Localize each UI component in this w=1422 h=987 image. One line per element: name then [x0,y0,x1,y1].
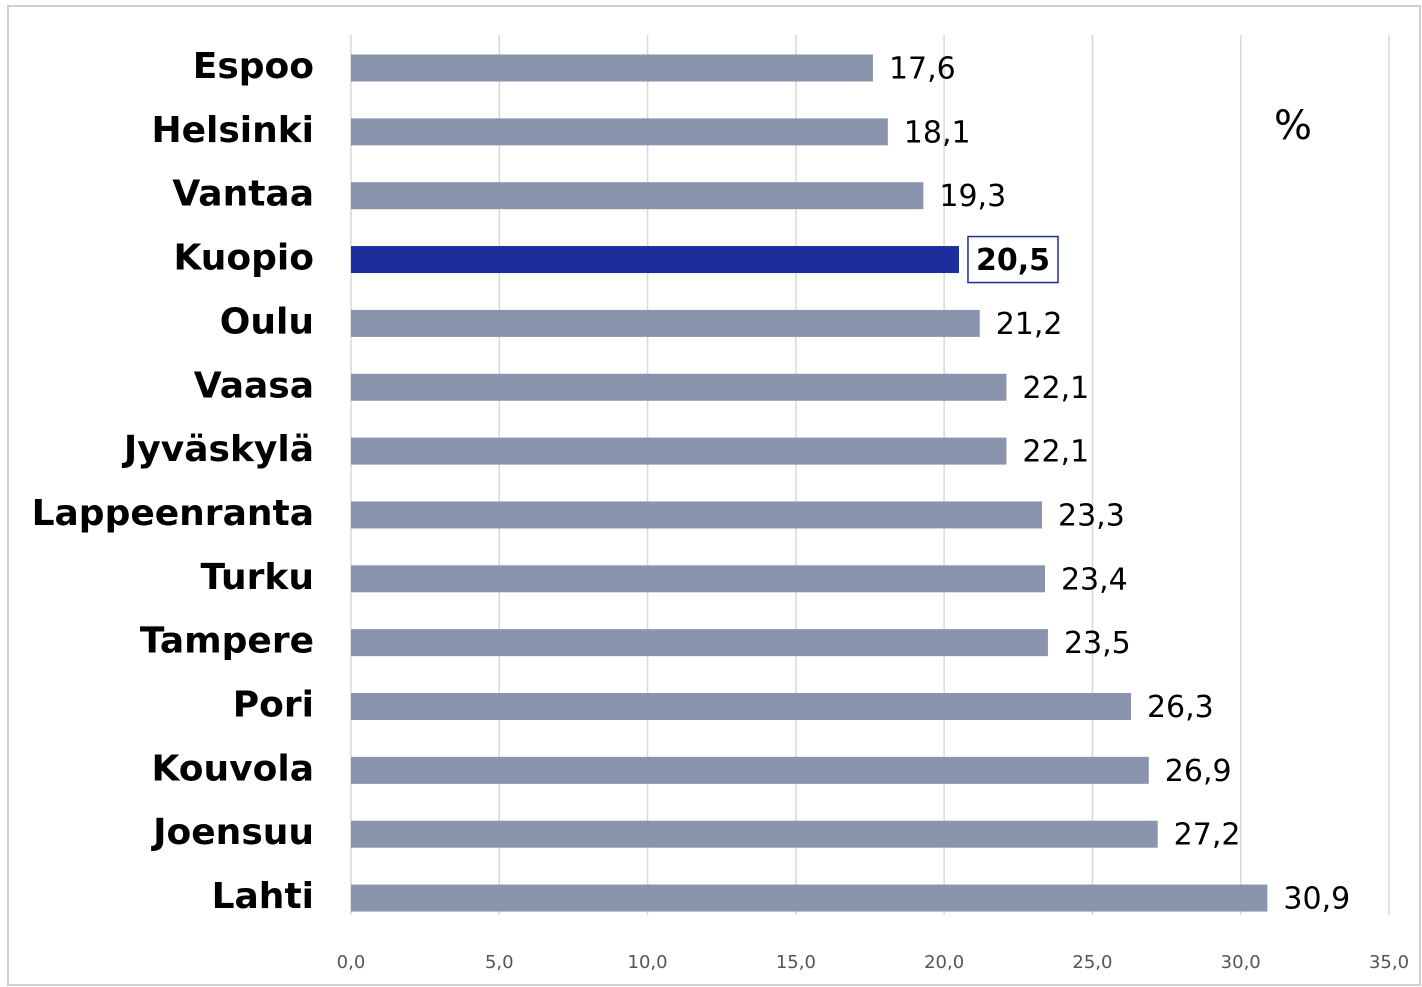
value-label: 23,5 [1064,626,1131,661]
bar [351,884,1268,912]
bar [351,565,1045,593]
y-tick-label: Tampere [140,621,314,662]
y-tick-label: Kouvola [152,748,314,789]
y-tick-label: Kuopio [174,238,314,279]
chart-frame [7,5,1421,986]
x-tick-label: 5,0 [485,952,514,973]
y-tick-label: Espoo [193,46,314,87]
value-label: 23,3 [1058,498,1125,533]
value-label: 19,3 [939,179,1006,214]
x-tick-label: 25,0 [1072,952,1112,973]
y-tick-label: Helsinki [151,110,314,151]
bar [351,309,980,337]
value-label: 17,6 [889,52,956,87]
value-label: 26,3 [1147,690,1214,725]
bar [351,373,1007,401]
y-tick-label: Oulu [220,301,314,342]
x-tick-label: 10,0 [628,952,668,973]
x-tick-label: 35,0 [1369,952,1409,973]
y-tick-label: Jyväskylä [121,429,314,470]
value-label: 30,9 [1283,882,1350,917]
bar [351,629,1048,657]
y-tick-label: Lahti [212,876,314,917]
value-label: 22,1 [1022,371,1089,406]
value-label: 22,1 [1022,435,1089,470]
bar [351,118,888,146]
value-label: 27,2 [1174,818,1241,853]
y-tick-label: Joensuu [150,812,314,853]
x-tick-label: 15,0 [776,952,816,973]
y-tick-label: Lappeenranta [32,493,314,534]
y-tick-label: Pori [233,685,314,726]
x-tick-label: 20,0 [924,952,964,973]
unit-annotation: % [1274,103,1312,149]
bar [351,756,1149,784]
y-tick-label: Vantaa [172,174,314,215]
value-label: 20,5 [976,243,1050,278]
value-label: 18,1 [904,115,971,150]
x-tick-label: 30,0 [1221,952,1261,973]
bar [351,693,1131,720]
bar [351,501,1043,529]
bar [351,182,924,210]
y-tick-label: Turku [200,557,314,598]
highlight-box [967,235,1059,284]
bar [351,820,1158,848]
value-label: 23,4 [1061,562,1128,597]
bar [351,246,959,274]
value-label: 21,2 [996,307,1063,342]
y-tick-label: Vaasa [194,365,314,406]
bar [351,437,1007,465]
value-label: 26,9 [1165,754,1232,789]
x-tick-label: 0,0 [337,952,366,973]
bar [351,54,873,82]
